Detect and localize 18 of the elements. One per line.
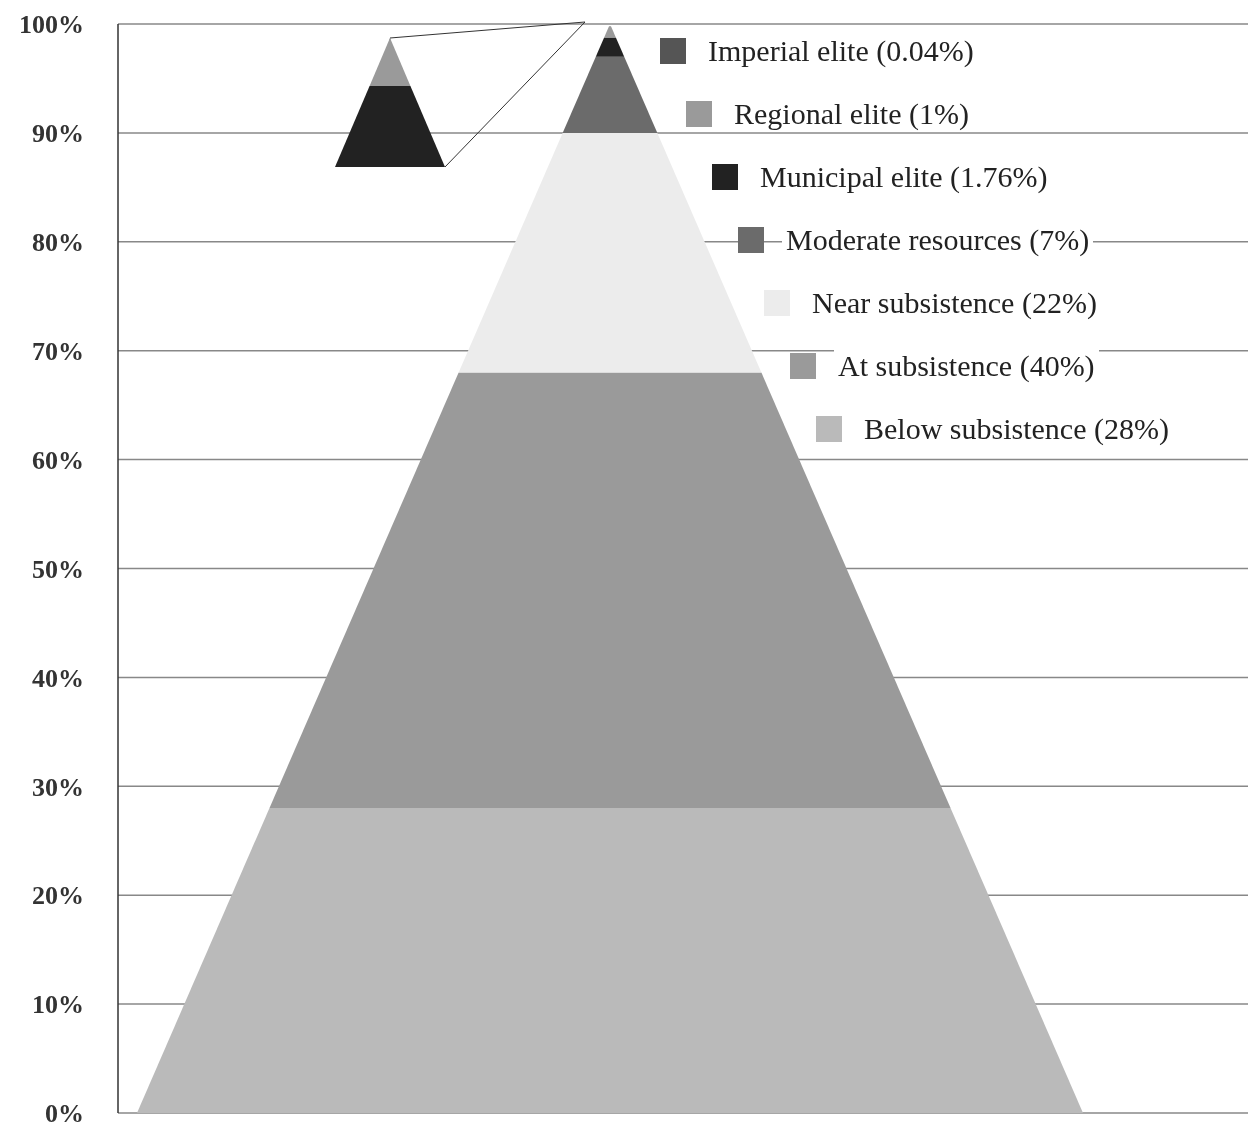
legend-label: Imperial elite (0.04%) xyxy=(704,34,978,68)
y-tick-label: 50% xyxy=(32,554,84,584)
y-tick-label: 40% xyxy=(32,663,84,693)
legend-label: Moderate resources (7%) xyxy=(782,223,1094,257)
y-tick-label: 90% xyxy=(32,119,84,149)
y-tick-label: 30% xyxy=(32,772,84,802)
legend-label: Below subsistence (28%) xyxy=(860,412,1173,446)
y-tick-label: 0% xyxy=(45,1099,84,1129)
legend-label: Near subsistence (22%) xyxy=(808,286,1101,320)
y-tick-label: 10% xyxy=(32,990,84,1020)
y-tick-label: 20% xyxy=(32,881,84,911)
y-tick-label: 60% xyxy=(32,445,84,475)
legend-label: Regional elite (1%) xyxy=(730,97,973,131)
legend-label: At subsistence (40%) xyxy=(834,349,1099,383)
y-tick-label: 70% xyxy=(32,336,84,366)
y-tick-label: 80% xyxy=(32,228,84,258)
y-tick-label: 100% xyxy=(19,10,84,40)
legend-label: Municipal elite (1.76%) xyxy=(756,160,1052,194)
